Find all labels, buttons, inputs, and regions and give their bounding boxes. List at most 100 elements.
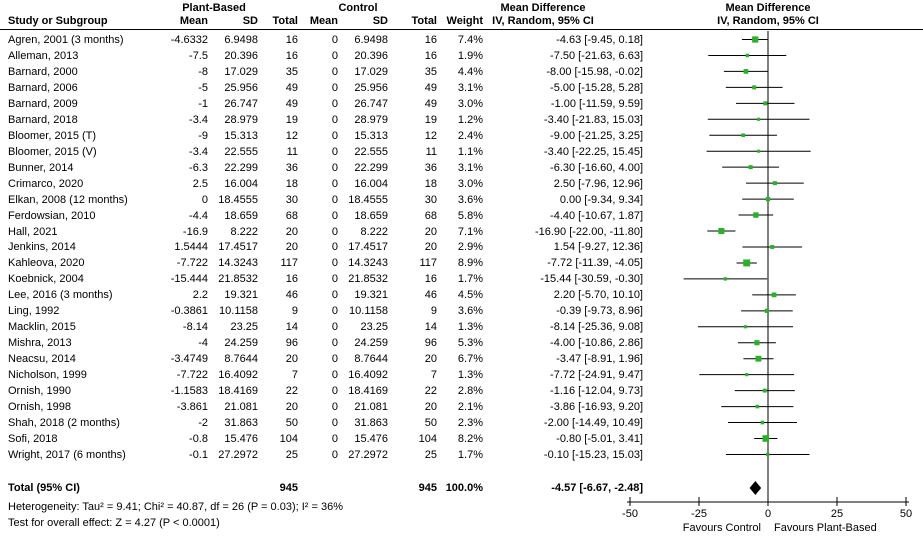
mean-pb-cell: -7.722 (176, 257, 208, 270)
sd-pb-cell: 22.299 (224, 161, 258, 174)
total-ci: -4.57 [-6.67, -2.48] (551, 482, 643, 494)
mean-c-cell: 0 (331, 65, 338, 78)
sd-c-cell: 24.259 (354, 337, 388, 350)
mean-pb-cell: -3.861 (176, 401, 208, 414)
table-row: Elkan, 2008 (12 months) 0 18.4555 30 0 18.455… (0, 192, 923, 208)
ci-cell: -4.63 [-9.45, 0.18] (556, 34, 643, 46)
study-cell: Ferdowsian, 2010 (8, 209, 96, 222)
sd-pb-cell: 17.029 (224, 65, 258, 78)
mean-pb-cell: -8 (198, 65, 208, 78)
sd-c-cell: 17.4517 (348, 241, 388, 254)
sd-c-cell: 21.081 (354, 401, 388, 414)
total-c-cell: 20 (424, 353, 437, 366)
study-cell: Ornish, 1990 (8, 385, 71, 398)
sd-c-cell: 6.9498 (354, 34, 388, 46)
effect-marker (757, 117, 761, 121)
effect-marker (757, 149, 761, 153)
total-pb-cell: 117 (280, 257, 298, 270)
effect-marker (770, 245, 775, 249)
study-cell: Elkan, 2008 (12 months) (8, 193, 128, 206)
sd-c-cell: 16.004 (354, 177, 388, 190)
sd-pb-cell: 15.313 (224, 129, 258, 142)
ci-cell: -3.86 [-16.93, 9.20] (550, 401, 643, 414)
table-row: Kahleova, 2020 -7.722 14.3243 117 0 14.3243 11… (0, 255, 923, 271)
total-pb-cell: 18 (285, 177, 298, 190)
sd-c-cell: 28.979 (354, 113, 388, 126)
effect-marker (766, 452, 770, 457)
sd-c-cell: 31.863 (354, 417, 388, 430)
weight-cell: 2.3% (457, 417, 483, 430)
sd-pb-cell: 31.863 (224, 417, 258, 430)
weight-cell: 2.8% (457, 385, 483, 398)
effect-marker (771, 292, 777, 298)
sd-c-cell: 22.299 (354, 161, 388, 174)
sd-pb-cell: 18.659 (224, 209, 258, 222)
mean-c-cell: 0 (331, 97, 338, 110)
mean-c-cell: 0 (331, 433, 338, 445)
study-cell: Shah, 2018 (2 months) (8, 417, 120, 430)
mean-pb-cell: 2.5 (192, 177, 208, 190)
sd-c-cell: 15.476 (354, 433, 388, 445)
effect-marker (743, 325, 748, 329)
effect-marker (741, 133, 746, 138)
overall-effect-stat: Test for overall effect: Z = 4.27 (P < 0… (8, 517, 220, 529)
total-pb-cell: 96 (285, 337, 298, 350)
weight-cell: 4.5% (457, 289, 483, 302)
mean-c-cell: 0 (331, 273, 338, 286)
group-header-control: Control (338, 2, 378, 14)
table-row: Barnard, 2000 -8 17.029 35 0 17.029 35 4.4% -8.0… (0, 64, 923, 80)
mean-pb-cell: 0 (201, 193, 208, 206)
mean-c-cell: 0 (331, 257, 338, 270)
effect-marker (753, 212, 759, 218)
col-header-study: Study or Subgroup (8, 15, 108, 27)
total-pb-cell: 20 (285, 241, 298, 254)
total-pb-cell: 14 (285, 321, 298, 334)
weight-cell: 2.9% (457, 241, 483, 254)
weight-cell: 1.9% (457, 49, 483, 62)
sd-pb-cell: 18.4169 (218, 385, 258, 398)
sd-pb-cell: 17.4517 (218, 241, 258, 254)
sd-c-cell: 18.659 (354, 209, 388, 222)
total-c-cell: 11 (425, 145, 437, 158)
effect-marker (754, 340, 760, 346)
sd-c-cell: 18.4555 (348, 193, 388, 206)
effect-marker (743, 69, 749, 74)
table-row: Sofi, 2018 -0.8 15.476 104 0 15.476 104 8.2% -0.… (0, 431, 923, 447)
ci-cell: -4.00 [-10.86, 2.86] (550, 337, 643, 350)
mean-c-cell: 0 (331, 34, 338, 46)
study-cell: Crimarco, 2020 (8, 177, 84, 190)
ci-cell: -7.72 [-11.39, -4.05] (547, 257, 643, 270)
total-pb-cell: 20 (285, 225, 298, 238)
mean-pb-cell: 2.2 (192, 289, 208, 302)
total-c-cell: 68 (424, 209, 437, 222)
total-pb-cell: 46 (285, 289, 298, 302)
effect-marker (772, 181, 777, 186)
mean-pb-cell: -7.5 (189, 49, 208, 62)
weight-cell: 3.6% (457, 305, 483, 318)
study-cell: Alleman, 2013 (8, 49, 79, 62)
ci-cell: -7.72 [-24.91, 9.47] (550, 369, 643, 382)
table-row: Jenkins, 2014 1.5444 17.4517 20 0 17.4517 20 2.… (0, 239, 923, 255)
weight-cell: 3.0% (457, 97, 483, 110)
total-c-cell: 22 (424, 385, 437, 398)
total-c-cell: 7 (430, 369, 437, 382)
sd-pb-cell: 15.476 (224, 433, 258, 445)
table-row: Bunner, 2014 -6.3 22.299 36 0 22.299 36 3.1% -6.… (0, 160, 923, 176)
ci-cell: -7.50 [-21.63, 6.63] (550, 49, 643, 62)
total-pb-cell: 49 (285, 81, 298, 94)
total-pb-cell: 9 (291, 305, 298, 318)
table-row: Macklin, 2015 -8.14 23.25 14 0 23.25 14 1.3% -8.… (0, 319, 923, 335)
total-c-cell: 14 (424, 321, 437, 334)
mean-pb-cell: -1.1583 (170, 385, 208, 398)
study-cell: Neacsu, 2014 (8, 353, 76, 366)
sd-c-cell: 18.4169 (348, 385, 388, 398)
total-c-cell: 96 (424, 337, 437, 350)
heterogeneity-stat: Heterogeneity: Tau² = 9.41; Chi² = 40.87… (8, 501, 343, 513)
ci-cell: -1.16 [-12.04, 9.73] (550, 385, 643, 398)
table-row: Bloomer, 2015 (V) -3.4 22.555 11 0 22.555 11 1.… (0, 144, 923, 160)
sd-c-cell: 25.956 (354, 81, 388, 94)
total-pb-cell: 49 (285, 97, 298, 110)
total-pb-cell: 16 (285, 273, 298, 286)
effect-marker (765, 196, 771, 202)
